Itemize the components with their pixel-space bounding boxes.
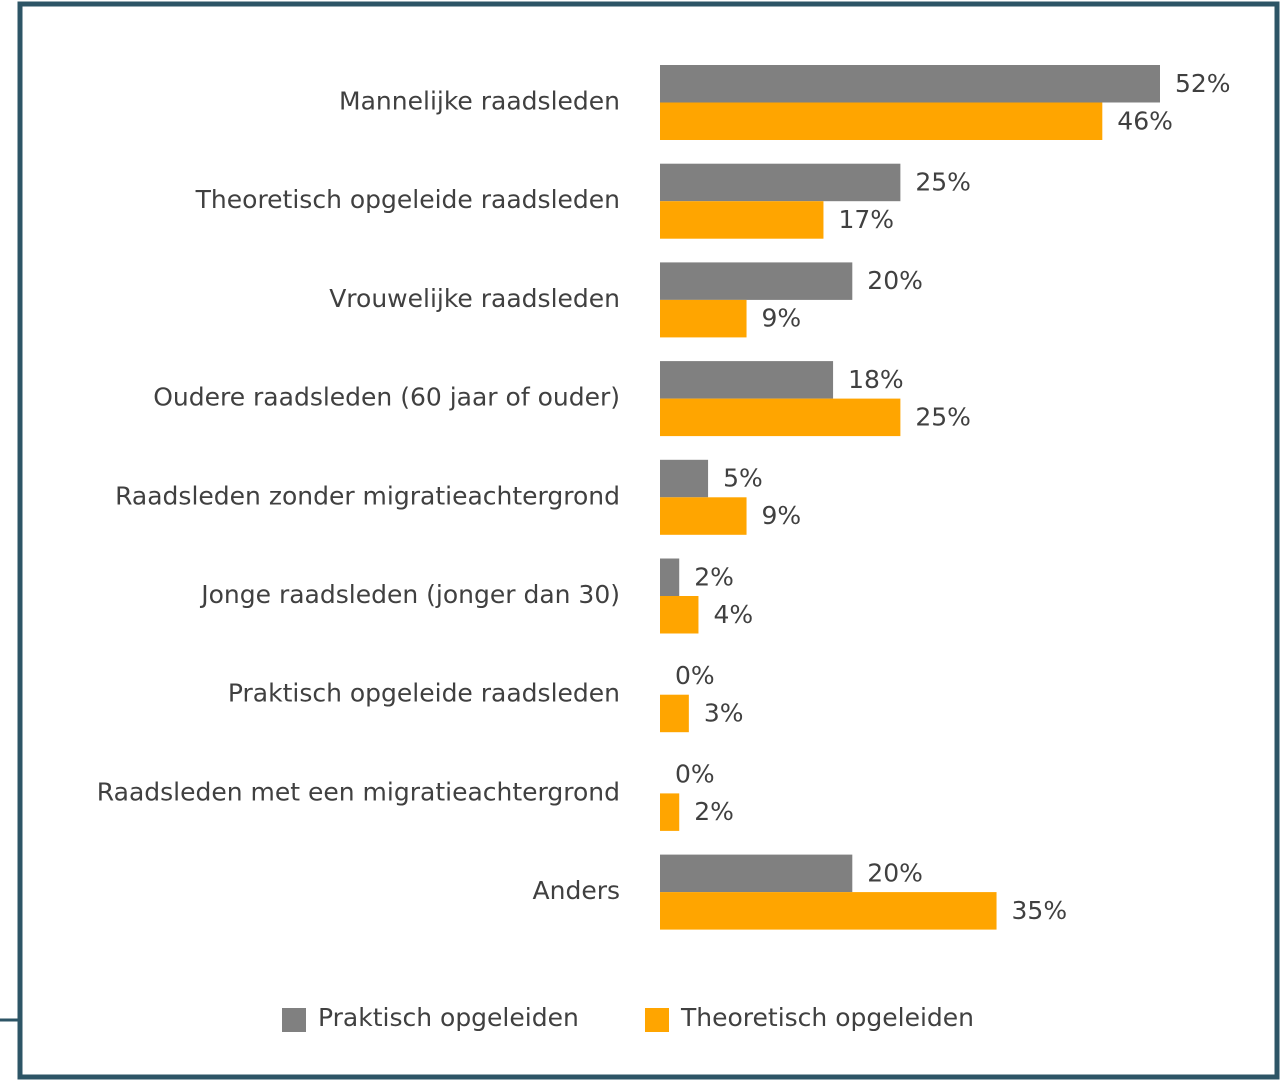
bar — [660, 558, 680, 596]
bar — [660, 262, 853, 300]
value-label: 25% — [915, 402, 971, 431]
category-label: Raadsleden met een migratieachtergrond — [97, 777, 620, 806]
value-label: 25% — [915, 167, 971, 196]
category-label: Jonge raadsleden (jonger dan 30) — [199, 580, 620, 609]
value-label: 20% — [867, 266, 923, 295]
value-label: 2% — [694, 797, 734, 826]
legend-swatch — [645, 1008, 669, 1032]
legend-swatch — [282, 1008, 306, 1032]
category-label: Mannelijke raadsleden — [339, 87, 620, 116]
bar — [660, 65, 1160, 103]
value-label: 20% — [867, 858, 923, 887]
value-label: 2% — [694, 562, 734, 591]
bar — [660, 694, 689, 733]
value-label: 3% — [704, 698, 744, 727]
bar — [660, 854, 853, 893]
value-label: 52% — [1175, 69, 1231, 98]
legend-label: Theoretisch opgeleiden — [680, 1003, 974, 1032]
category-label: Raadsleden zonder migratieachtergrond — [115, 481, 620, 510]
category-label: Praktisch opgeleide raadsleden — [228, 679, 620, 708]
value-label: 18% — [848, 365, 904, 394]
value-label: 4% — [713, 600, 753, 629]
value-label: 9% — [762, 501, 802, 530]
legend-label: Praktisch opgeleiden — [318, 1003, 579, 1032]
value-label: 9% — [762, 304, 802, 333]
value-label: 0% — [675, 661, 715, 690]
bar — [660, 201, 824, 239]
category-label: Anders — [533, 876, 621, 905]
bar — [660, 299, 747, 338]
category-label: Theoretisch opgeleide raadsleden — [195, 185, 620, 214]
bar — [660, 102, 1103, 140]
bar — [660, 398, 901, 437]
value-label: 0% — [675, 760, 715, 789]
value-label: 35% — [1012, 896, 1068, 925]
bar — [660, 596, 699, 634]
frame — [17, 1, 1280, 1080]
value-label: 46% — [1117, 106, 1173, 135]
bar — [660, 892, 997, 930]
bar — [660, 163, 901, 202]
bar — [660, 793, 680, 831]
category-label: Vrouwelijke raadsleden — [329, 284, 620, 313]
bar — [660, 497, 747, 535]
category-label: Oudere raadsleden (60 jaar of ouder) — [153, 383, 620, 412]
bar — [660, 459, 709, 498]
value-label: 5% — [723, 464, 763, 493]
bar — [660, 361, 834, 399]
value-label: 17% — [838, 205, 894, 234]
